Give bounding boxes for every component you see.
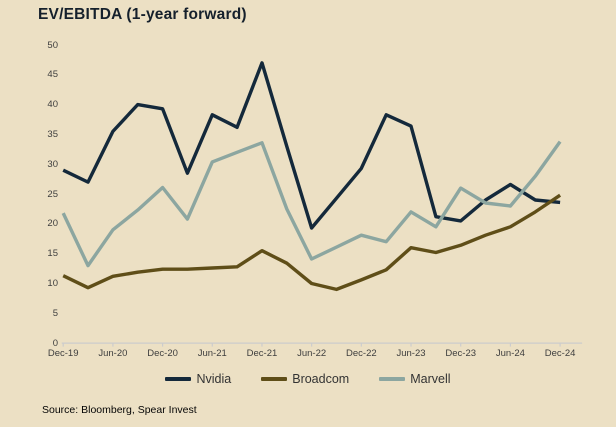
y-axis-label: 50	[47, 39, 58, 51]
x-axis-label: Dec-20	[147, 348, 178, 359]
x-axis-label: Jun-20	[98, 348, 128, 359]
x-axis-label: Jun-22	[297, 348, 327, 359]
legend-swatch-broadcom	[261, 377, 288, 381]
legend-item-marvell: Marvell	[379, 372, 451, 386]
y-axis-label: 35	[47, 128, 58, 140]
x-axis-label: Dec-22	[346, 348, 377, 359]
x-axis-label: Jun-23	[396, 348, 426, 359]
legend: Nvidia Broadcom Marvell	[0, 372, 616, 386]
y-axis-label: 25	[47, 188, 58, 200]
y-axis-label: 5	[52, 307, 58, 319]
y-axis-label: 15	[47, 248, 58, 260]
legend-label: Marvell	[410, 372, 451, 386]
x-axis-label: Dec-19	[47, 348, 79, 359]
legend-label: Nvidia	[196, 372, 232, 386]
y-axis-label: 45	[47, 69, 58, 81]
marvell-series-line	[61, 140, 562, 268]
legend-label: Broadcom	[292, 372, 350, 386]
y-axis-label: 0	[52, 337, 58, 349]
y-axis-label: 40	[47, 99, 58, 111]
nvidia-series-line	[62, 61, 561, 230]
x-axis-label: Dec-23	[445, 348, 477, 359]
x-axis-label: Dec-21	[246, 348, 278, 359]
x-axis-label: Jun-21	[197, 348, 227, 359]
legend-item-broadcom: Broadcom	[261, 372, 349, 386]
chart-title: EV/EBITDA (1-year forward)	[38, 6, 247, 23]
y-axis-label: 30	[47, 158, 58, 170]
source-note: Source: Bloomberg, Spear Invest	[42, 404, 197, 416]
broadcom-series-line	[62, 193, 562, 292]
y-axis-label: 20	[47, 218, 58, 230]
legend-item-nvidia: Nvidia	[165, 372, 231, 386]
legend-swatch-nvidia	[165, 377, 192, 381]
x-axis-label: Dec-24	[544, 348, 576, 359]
y-axis-label: 10	[47, 277, 58, 289]
x-axis-label: Jun-24	[495, 348, 525, 359]
legend-swatch-marvell	[379, 377, 406, 381]
